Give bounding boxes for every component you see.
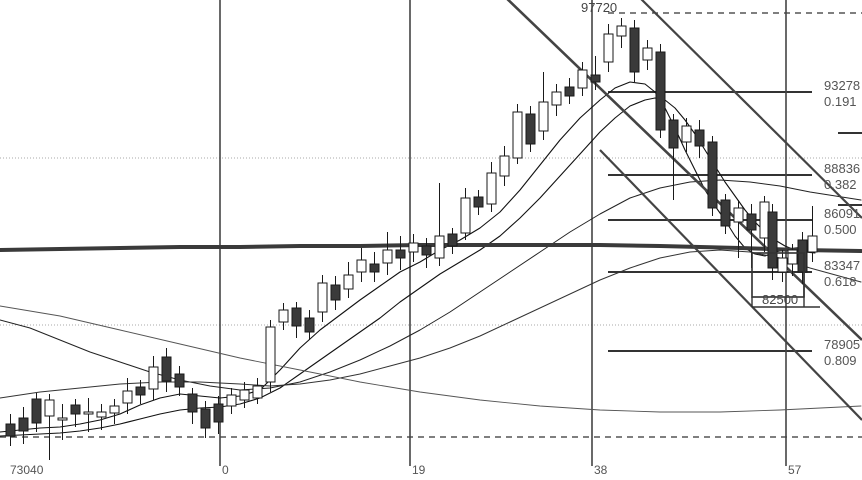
price-box-annotation: 82500 xyxy=(762,292,799,307)
trendlines-layer xyxy=(500,0,862,421)
candle-body-up[interactable] xyxy=(486,172,497,205)
candle-body-down[interactable] xyxy=(369,263,380,273)
x-axis-tick-4: 57 xyxy=(788,463,802,477)
ma-upper-thin-line xyxy=(0,305,862,413)
candle-body-up[interactable] xyxy=(733,207,744,223)
candle-body-down[interactable] xyxy=(31,398,42,424)
candle-body-down[interactable] xyxy=(187,393,198,413)
candle-body-up[interactable] xyxy=(460,197,471,234)
candle-body-down[interactable] xyxy=(629,27,640,73)
candle-body-down[interactable] xyxy=(213,403,224,423)
moving-averages-layer xyxy=(0,81,862,437)
candle-body-down[interactable] xyxy=(18,417,29,432)
candle-body-up[interactable] xyxy=(148,366,159,390)
candle-body-up[interactable] xyxy=(408,242,419,253)
ma-long-line xyxy=(0,249,862,399)
fib-ratio-label-0.500: 0.500 xyxy=(824,222,857,237)
candle-body-down[interactable] xyxy=(5,423,16,437)
candle-body-down[interactable] xyxy=(655,51,666,131)
candle-body-up[interactable] xyxy=(278,309,289,323)
candle-body-down[interactable] xyxy=(767,211,778,269)
candle-body-down[interactable] xyxy=(668,119,679,149)
candle-body-down[interactable] xyxy=(70,404,81,415)
candle-body-up[interactable] xyxy=(512,111,523,159)
candle-body-down[interactable] xyxy=(525,113,536,145)
fib-price-label-0.809: 78905 xyxy=(824,337,861,352)
candle-body-down[interactable] xyxy=(590,74,601,83)
fib-price-label-0.500: 86091 xyxy=(824,206,861,221)
fib-price-label-0.191: 93278 xyxy=(824,78,861,93)
candle-body-up[interactable] xyxy=(642,47,653,61)
fib-ratio-label-0.382: 0.382 xyxy=(824,177,857,192)
candle-body-up[interactable] xyxy=(551,91,562,106)
candle-body-up[interactable] xyxy=(317,282,328,313)
fib-ratio-label-0.809: 0.809 xyxy=(824,353,857,368)
candle-body-up[interactable] xyxy=(681,125,692,143)
candlesticks-layer xyxy=(5,18,818,460)
candle-body-up[interactable] xyxy=(83,411,94,415)
ma-fast-line xyxy=(0,81,816,433)
candle-body-up[interactable] xyxy=(538,101,549,132)
candle-body-down[interactable] xyxy=(330,284,341,301)
price-high-annotation: 97720 xyxy=(581,0,618,15)
candle-body-down[interactable] xyxy=(746,213,757,231)
candle-body-up[interactable] xyxy=(57,417,68,421)
candle-body-down[interactable] xyxy=(720,199,731,227)
candle-body-down[interactable] xyxy=(694,129,705,147)
candle-body-down[interactable] xyxy=(564,86,575,97)
candle-body-down[interactable] xyxy=(473,196,484,208)
candle-body-down[interactable] xyxy=(447,233,458,247)
ma-medium-line xyxy=(0,97,816,437)
candle-body-up[interactable] xyxy=(226,394,237,407)
candle-body-up[interactable] xyxy=(343,274,354,290)
candle-body-up[interactable] xyxy=(616,25,627,37)
candle-body-up[interactable] xyxy=(499,155,510,177)
candle-body-down[interactable] xyxy=(174,373,185,388)
candle-body-up[interactable] xyxy=(109,405,120,414)
x-axis-tick-2: 19 xyxy=(412,463,426,477)
x-axis-tick-1: 0 xyxy=(222,463,229,477)
candle-body-up[interactable] xyxy=(265,326,276,383)
downtrend-main[interactable] xyxy=(500,0,862,341)
fib-price-label-0.618: 83347 xyxy=(824,258,861,273)
candle-body-up[interactable] xyxy=(807,235,818,253)
candle-body-up[interactable] xyxy=(434,235,445,259)
candle-body-down[interactable] xyxy=(421,245,432,256)
fib-ratio-label-0.618: 0.618 xyxy=(824,274,857,289)
candle-body-up[interactable] xyxy=(603,33,614,63)
candle-body-up[interactable] xyxy=(96,411,107,418)
candle-body-down[interactable] xyxy=(797,239,808,273)
fib-price-label-0.382: 88836 xyxy=(824,161,861,176)
candle-body-up[interactable] xyxy=(44,399,55,417)
vertical-gridlines-layer xyxy=(219,0,787,466)
downtrend-parallel[interactable] xyxy=(632,0,862,219)
x-axis-tick-3: 38 xyxy=(594,463,608,477)
dotted-gridlines-layer xyxy=(0,157,862,326)
candle-body-up[interactable] xyxy=(382,249,393,264)
ma-slow-line xyxy=(0,179,862,391)
candle-body-up[interactable] xyxy=(356,259,367,273)
x-axis-tick-0: 73040 xyxy=(10,463,44,477)
candle-body-down[interactable] xyxy=(135,386,146,396)
selection-box-layer xyxy=(751,252,820,308)
candle-body-up[interactable] xyxy=(577,69,588,89)
candle-body-down[interactable] xyxy=(291,307,302,327)
fib-ratio-label-0.191: 0.191 xyxy=(824,94,857,109)
candle-body-down[interactable] xyxy=(161,356,172,382)
candle-body-up[interactable] xyxy=(122,390,133,404)
candle-body-down[interactable] xyxy=(395,249,406,259)
candle-body-up[interactable] xyxy=(239,389,250,401)
candle-body-down[interactable] xyxy=(304,317,315,333)
candle-body-up[interactable] xyxy=(787,249,798,265)
downtrend-lower[interactable] xyxy=(599,149,862,421)
ma-thick-baseline-line xyxy=(0,243,862,253)
candle-body-down[interactable] xyxy=(707,141,718,209)
candle-body-down[interactable] xyxy=(200,408,211,429)
candle-body-up[interactable] xyxy=(777,257,788,273)
candle-body-up[interactable] xyxy=(252,385,263,399)
dashed-lines-layer xyxy=(0,12,862,438)
